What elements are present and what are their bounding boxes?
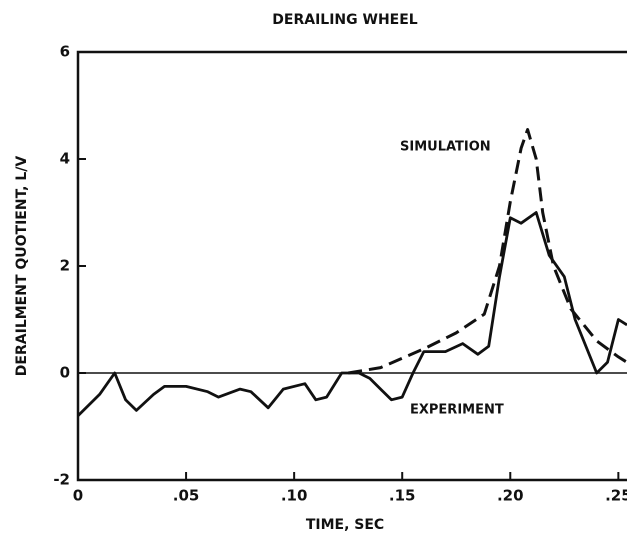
annotation: EXPERIMENT (410, 403, 504, 418)
series-line (347, 128, 627, 375)
y-tick-label: -2 (53, 471, 70, 489)
x-tick-label: .05 (173, 487, 200, 505)
x-tick-label: .20 (497, 487, 524, 505)
x-tick-label: .15 (389, 487, 416, 505)
y-tick-label: 2 (60, 257, 70, 275)
x-tick-label: 0 (73, 487, 83, 505)
y-tick-label: 0 (60, 364, 70, 382)
axis-frame (76, 50, 627, 482)
x-axis-label: TIME, SEC (306, 517, 384, 533)
y-tick-label: 4 (60, 150, 70, 168)
annotation: SIMULATION (400, 140, 491, 155)
series-line (77, 211, 627, 417)
x-tick-label: .10 (281, 487, 308, 505)
x-tick-label: .25 (605, 487, 627, 505)
chart-title: DERAILING WHEEL (272, 12, 418, 28)
y-axis-label: DERAILMENT QUOTIENT, L/V (14, 156, 30, 377)
y-tick-label: 6 (60, 43, 70, 61)
